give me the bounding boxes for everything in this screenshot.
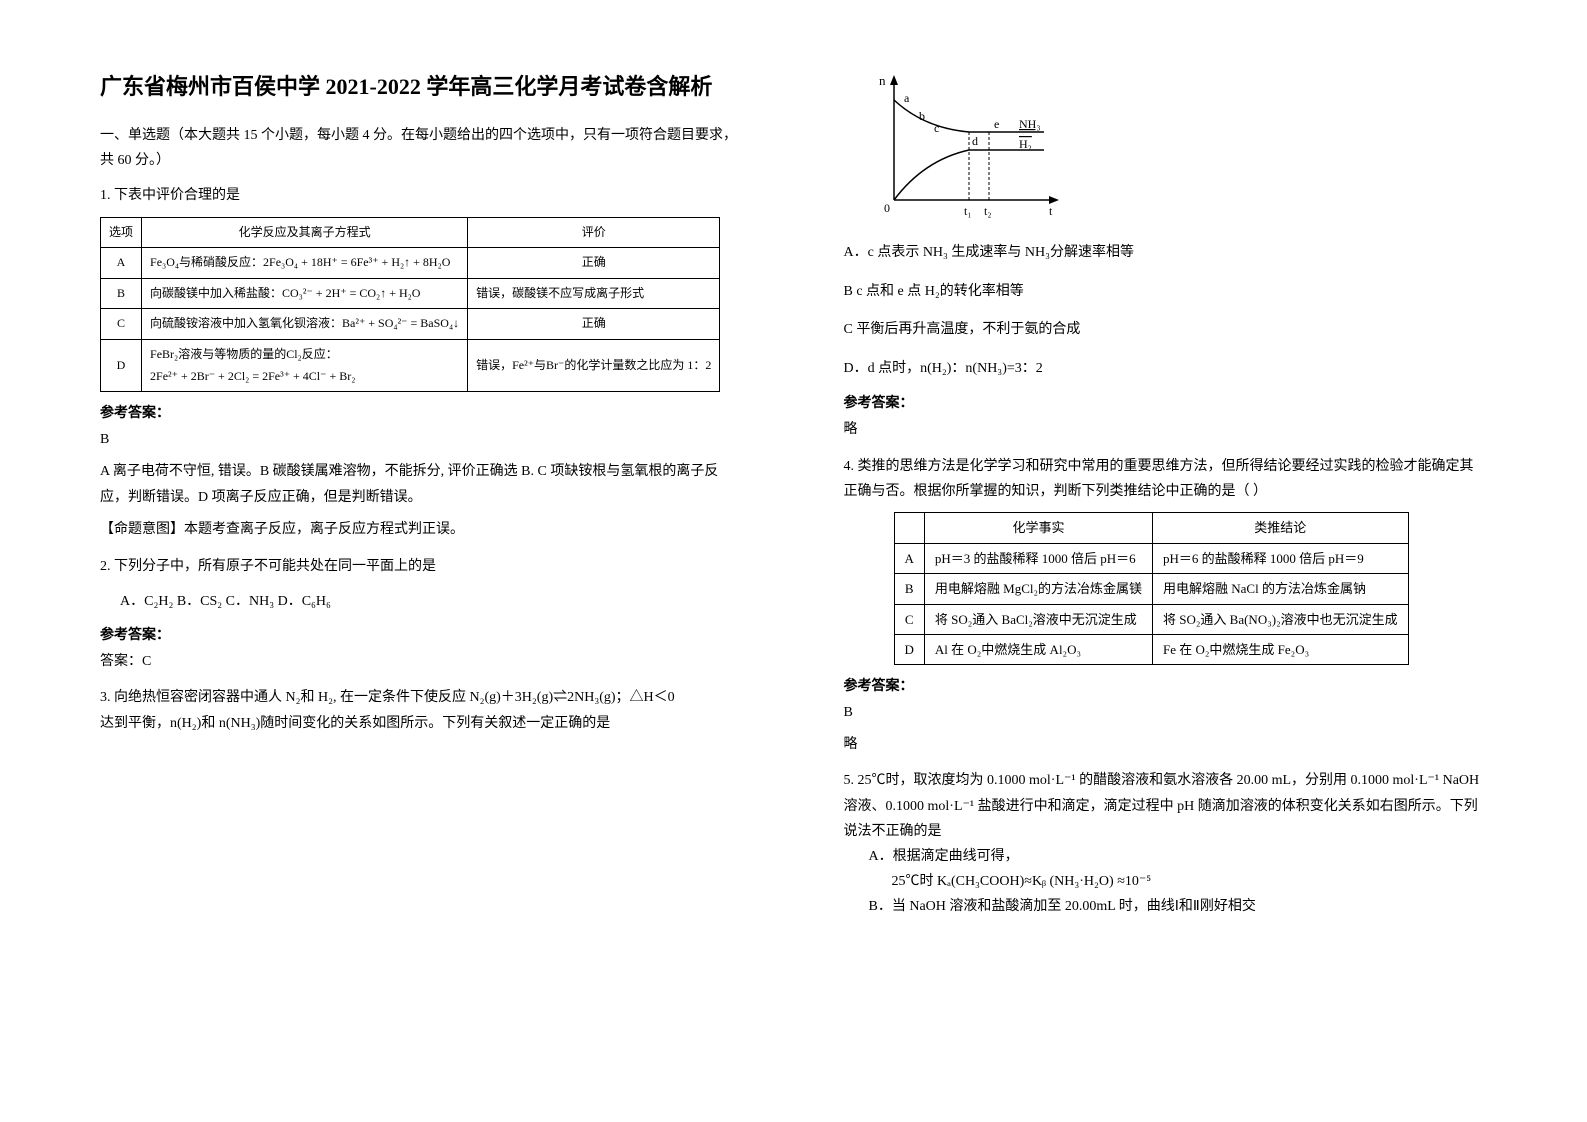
x-arrow xyxy=(1049,196,1059,204)
q1-th-0: 选项 xyxy=(101,217,142,248)
q3-optC: C 平衡后再升高温度，不利于氨的合成 xyxy=(844,317,1488,344)
q4-cell: C xyxy=(894,604,924,634)
q4-cell: 用电解熔融 MgCl₂的方法冶炼金属镁 xyxy=(924,574,1152,604)
q3-stem1: 3. 向绝热恒容密闭容器中通人 N₂和 H₂, 在一定条件下使反应 N₂(g)＋… xyxy=(100,685,744,710)
q3-answer: 略 xyxy=(844,417,1488,444)
q5-optA1: A．根据滴定曲线可得， xyxy=(869,844,1488,869)
q4-cell: A xyxy=(894,543,924,573)
q1-explain1: A 离子电荷不守恒, 错误。B 碳酸镁属难溶物，不能拆分, 评价正确选 B. C… xyxy=(100,459,744,512)
table-row: A pH＝3 的盐酸稀释 1000 倍后 pH＝6 pH＝6 的盐酸稀释 100… xyxy=(894,543,1408,573)
label-n: n xyxy=(879,73,886,88)
q2-answer: 答案：C xyxy=(100,649,744,676)
q1-cell: 向碳酸镁中加入稀盐酸：CO₃²⁻ + 2H⁺ = CO₂↑ + H₂O xyxy=(142,278,468,309)
q5-stem2: 溶液、0.1000 mol·L⁻¹ 盐酸进行中和滴定，滴定过程中 pH 随滴加溶… xyxy=(844,794,1488,844)
label-t: t xyxy=(1049,204,1053,218)
q5-optB: B．当 NaOH 溶液和盐酸滴加至 20.00mL 时，曲线Ⅰ和Ⅱ刚好相交 xyxy=(869,894,1488,919)
label-t1: t₁ xyxy=(964,204,972,218)
q4-cell: 将 SO₂通入 BaCl₂溶液中无沉淀生成 xyxy=(924,604,1152,634)
q4-th-0 xyxy=(894,513,924,543)
table-row: C 向硫酸铵溶液中加入氢氧化钡溶液：Ba²⁺ + SO₄²⁻ = BaSO₄↓ … xyxy=(101,309,720,340)
q1-th-2: 评价 xyxy=(468,217,720,248)
q4-cell: pH＝6 的盐酸稀释 1000 倍后 pH＝9 xyxy=(1153,543,1409,573)
q1-cell: FeBr₂溶液与等物质的量的Cl₂反应： 2Fe²⁺ + 2Br⁻ + 2Cl₂… xyxy=(142,339,468,391)
q1-cell: B xyxy=(101,278,142,309)
label-t2: t₂ xyxy=(984,204,992,218)
q2-stem: 2. 下列分子中，所有原子不可能共处在同一平面上的是 xyxy=(100,554,744,579)
right-column: n a b c d e NH₃ H₂ t₁ t₂ t 0 A．c 点表示 NH₃… xyxy=(794,0,1587,1122)
q1-cell: 正确 xyxy=(468,309,720,340)
q1-stem: 1. 下表中评价合理的是 xyxy=(100,183,744,208)
q3-graph: n a b c d e NH₃ H₂ t₁ t₂ t 0 xyxy=(864,70,1488,225)
question-2: 2. 下列分子中，所有原子不可能共处在同一平面上的是 A．C₂H₂ B．CS₂ … xyxy=(100,554,744,614)
q4-th-2: 类推结论 xyxy=(1153,513,1409,543)
label-a: a xyxy=(904,91,910,105)
q1-cell: A xyxy=(101,248,142,279)
question-1: 1. 下表中评价合理的是 选项 化学反应及其离子方程式 评价 A Fe₃O₄与稀… xyxy=(100,183,744,392)
label-d: d xyxy=(972,134,978,148)
q1-cell: 正确 xyxy=(468,248,720,279)
table-row: A Fe₃O₄与稀硝酸反应：2Fe₃O₄ + 18H⁺ = 6Fe³⁺ + H₂… xyxy=(101,248,720,279)
q1-cell: 向硫酸铵溶液中加入氢氧化钡溶液：Ba²⁺ + SO₄²⁻ = BaSO₄↓ xyxy=(142,309,468,340)
q4-cell: D xyxy=(894,634,924,664)
q1-cell: 错误，碳酸镁不应写成离子形式 xyxy=(468,278,720,309)
table-row: B 向碳酸镁中加入稀盐酸：CO₃²⁻ + 2H⁺ = CO₂↑ + H₂O 错误… xyxy=(101,278,720,309)
q1-answer: B xyxy=(100,427,744,454)
q4-cell: 将 SO₂通入 Ba(NO₃)₂溶液中也无沉淀生成 xyxy=(1153,604,1409,634)
label-origin: 0 xyxy=(884,201,890,215)
q4-th-1: 化学事实 xyxy=(924,513,1152,543)
q4-cell: B xyxy=(894,574,924,604)
left-column: 广东省梅州市百侯中学 2021-2022 学年高三化学月考试卷含解析 一、单选题… xyxy=(0,0,794,1122)
table-row: D Al 在 O₂中燃烧生成 Al₂O₃ Fe 在 O₂中燃烧生成 Fe₂O₃ xyxy=(894,634,1408,664)
label-b: b xyxy=(919,109,925,123)
label-nh3: NH₃ xyxy=(1019,117,1041,131)
q4-cell: pH＝3 的盐酸稀释 1000 倍后 pH＝6 xyxy=(924,543,1152,573)
q4-cell: 用电解熔融 NaCl 的方法冶炼金属钠 xyxy=(1153,574,1409,604)
q5-stem1: 5. 25℃时，取浓度均为 0.1000 mol·L⁻¹ 的醋酸溶液和氨水溶液各… xyxy=(844,768,1488,793)
q4-stem: 4. 类推的思维方法是化学学习和研究中常用的重要思维方法，但所得结论要经过实践的… xyxy=(844,454,1488,504)
q1-cell: Fe₃O₄与稀硝酸反应：2Fe₃O₄ + 18H⁺ = 6Fe³⁺ + H₂↑ … xyxy=(142,248,468,279)
q1-cell: 错误，Fe²⁺与Br⁻的化学计量数之比应为 1：2 xyxy=(468,339,720,391)
q3-optB: B c 点和 e 点 H₂的转化率相等 xyxy=(844,279,1488,306)
q3-optA: A．c 点表示 NH₃ 生成速率与 NH₃分解速率相等 xyxy=(844,240,1488,267)
q4-cell: Fe 在 O₂中燃烧生成 Fe₂O₃ xyxy=(1153,634,1409,664)
q1-cell: C xyxy=(101,309,142,340)
q3-optD: D．d 点时，n(H₂)：n(NH₃)=3：2 xyxy=(844,356,1488,383)
q2-options: A．C₂H₂ B．CS₂ C．NH₃ D．C₆H₆ xyxy=(120,589,744,614)
y-arrow xyxy=(890,75,898,85)
q1-cell: D xyxy=(101,339,142,391)
answer-label: 参考答案： xyxy=(844,392,1488,412)
table-row: B 用电解熔融 MgCl₂的方法冶炼金属镁 用电解熔融 NaCl 的方法冶炼金属… xyxy=(894,574,1408,604)
q1-th-1: 化学反应及其离子方程式 xyxy=(142,217,468,248)
document-title: 广东省梅州市百侯中学 2021-2022 学年高三化学月考试卷含解析 xyxy=(100,70,744,103)
q4-extra: 略 xyxy=(844,732,1488,759)
label-e: e xyxy=(994,117,999,131)
answer-label: 参考答案： xyxy=(100,624,744,644)
table-row: D FeBr₂溶液与等物质的量的Cl₂反应： 2Fe²⁺ + 2Br⁻ + 2C… xyxy=(101,339,720,391)
section-heading: 一、单选题（本大题共 15 个小题，每小题 4 分。在每小题给出的四个选项中，只… xyxy=(100,123,744,173)
label-h2: H₂ xyxy=(1019,137,1032,151)
answer-label: 参考答案： xyxy=(100,402,744,422)
q1-explain2: 【命题意图】本题考查离子反应，离子反应方程式判正误。 xyxy=(100,517,744,544)
answer-label: 参考答案： xyxy=(844,675,1488,695)
chart-svg: n a b c d e NH₃ H₂ t₁ t₂ t 0 xyxy=(864,70,1064,220)
q1-table: 选项 化学反应及其离子方程式 评价 A Fe₃O₄与稀硝酸反应：2Fe₃O₄ +… xyxy=(100,217,720,393)
q4-answer: B xyxy=(844,700,1488,727)
q5-optA2: 25℃时 Kₐ(CH₃COOH)≈Kᵦ (NH₃·H₂O) ≈10⁻⁵ xyxy=(892,869,1488,894)
q3-stem2: 达到平衡，n(H₂)和 n(NH₃)随时间变化的关系如图所示。下列有关叙述一定正… xyxy=(100,711,744,736)
table-header-row: 选项 化学反应及其离子方程式 评价 xyxy=(101,217,720,248)
q4-table: 化学事实 类推结论 A pH＝3 的盐酸稀释 1000 倍后 pH＝6 pH＝6… xyxy=(894,512,1409,665)
question-5: 5. 25℃时，取浓度均为 0.1000 mol·L⁻¹ 的醋酸溶液和氨水溶液各… xyxy=(844,768,1488,919)
question-4: 4. 类推的思维方法是化学学习和研究中常用的重要思维方法，但所得结论要经过实践的… xyxy=(844,454,1488,665)
label-c: c xyxy=(934,121,939,135)
table-header-row: 化学事实 类推结论 xyxy=(894,513,1408,543)
q4-cell: Al 在 O₂中燃烧生成 Al₂O₃ xyxy=(924,634,1152,664)
question-3: 3. 向绝热恒容密闭容器中通人 N₂和 H₂, 在一定条件下使反应 N₂(g)＋… xyxy=(100,685,744,735)
table-row: C 将 SO₂通入 BaCl₂溶液中无沉淀生成 将 SO₂通入 Ba(NO₃)₂… xyxy=(894,604,1408,634)
